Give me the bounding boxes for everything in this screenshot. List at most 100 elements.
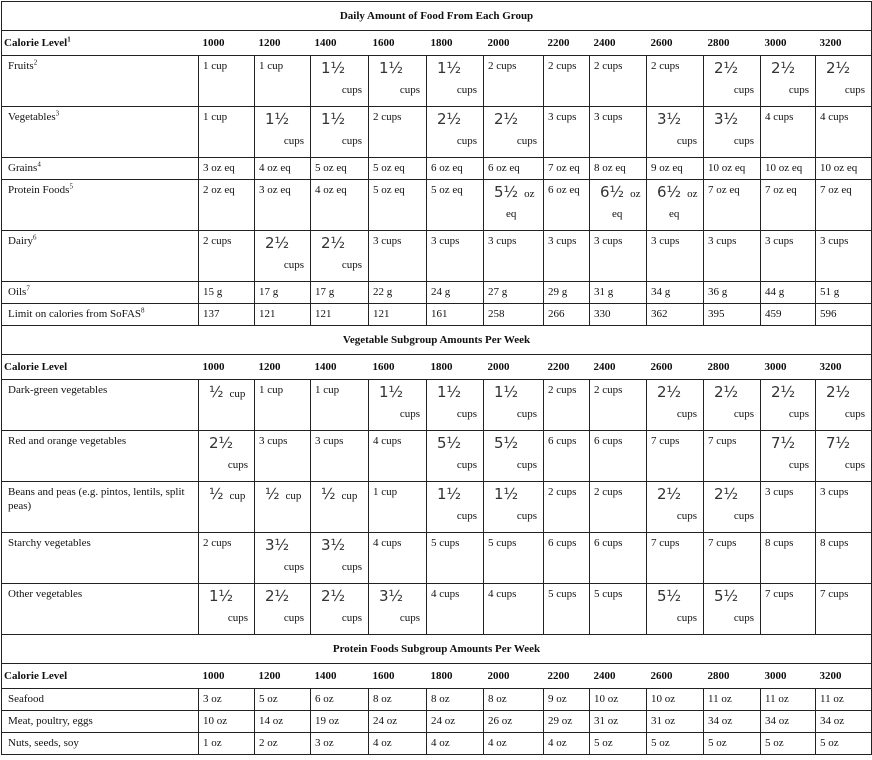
- cell-value: 24 oz: [431, 715, 456, 727]
- cell-unit: cups: [733, 612, 754, 624]
- cell-value: 6 oz: [315, 693, 334, 705]
- table-cell: 3 cups: [814, 481, 872, 533]
- table-cell: 11 oz: [760, 688, 816, 711]
- table-cell: 5 oz: [703, 732, 761, 755]
- table-cell: 2½ cups: [814, 55, 872, 107]
- table-cell: 3 cups: [589, 230, 647, 282]
- cell-fraction: 3½: [657, 110, 682, 128]
- cell-fraction: 5½: [494, 183, 519, 201]
- cell-unit: cups: [788, 84, 809, 96]
- cell-value: 4 oz: [548, 737, 567, 749]
- cell-fraction: 2½: [437, 110, 462, 128]
- table-cell: 3 cups: [589, 106, 647, 158]
- table-cell: 10 oz eq: [760, 157, 816, 180]
- cell-fraction: 1½: [494, 485, 519, 503]
- calorie-level-header: 1600: [368, 663, 427, 689]
- cell-unit: cups: [227, 459, 248, 471]
- cell-value: 10 oz eq: [765, 162, 803, 174]
- cell-fraction: 3½: [321, 536, 346, 554]
- cell-unit: cups: [788, 459, 809, 471]
- cell-value: 3 oz eq: [203, 162, 235, 174]
- cell-value: 121: [259, 308, 276, 320]
- cell-value: 3 cups: [548, 111, 577, 123]
- table-cell: 7 cups: [814, 583, 872, 635]
- table-cell: 2 cups: [368, 106, 427, 158]
- cell-fraction: 7½: [771, 434, 796, 452]
- cell-value: 5 oz eq: [373, 184, 405, 196]
- row-label-text: Limit on calories from SoFAS: [8, 308, 142, 320]
- table-cell: 10 oz eq: [814, 157, 872, 180]
- row-label: Red and orange vegetables: [1, 430, 199, 482]
- calorie-level-header: 1600: [368, 30, 427, 56]
- cell-value: 3 cups: [431, 235, 460, 247]
- cell-value: 4 cups: [373, 537, 402, 549]
- cell-value: 5 cups: [548, 588, 577, 600]
- cell-value: 121: [373, 308, 390, 320]
- calorie-level-header: 1200: [254, 30, 311, 56]
- calorie-level-header: 1200: [254, 354, 311, 380]
- cell-value: 4 oz eq: [259, 162, 291, 174]
- cell-value: 27 g: [488, 286, 508, 298]
- calorie-level-header: 2800: [703, 663, 761, 689]
- cell-fraction: 2½: [657, 485, 682, 503]
- cell-value: 22 g: [373, 286, 393, 298]
- cell-value: 6 cups: [548, 537, 577, 549]
- cell-fraction: 7½: [826, 434, 851, 452]
- table-cell: 3 cups: [543, 106, 590, 158]
- table-cell: 4 cups: [426, 583, 484, 635]
- table-cell: 6 cups: [543, 430, 590, 482]
- cell-unit: cups: [283, 612, 304, 624]
- table-cell: 121: [310, 303, 369, 326]
- cell-value: 31 oz: [651, 715, 676, 727]
- cell-value: 6 oz eq: [548, 184, 580, 196]
- cell-fraction: 2½: [714, 59, 739, 77]
- calorie-level-header: 2000: [483, 30, 544, 56]
- cell-unit: cups: [844, 84, 866, 96]
- footnote-marker: 6: [33, 233, 37, 242]
- calorie-level-header: 1000: [198, 354, 255, 380]
- calorie-level-label: Calorie Level: [1, 354, 199, 380]
- table-cell: 6 oz eq: [483, 157, 544, 180]
- cell-unit: cups: [456, 84, 477, 96]
- cell-value: 34 oz: [820, 715, 845, 727]
- cell-value: 17 g: [315, 286, 335, 298]
- table-cell: 3 cups: [760, 230, 816, 282]
- cell-value: 2 cups: [548, 486, 577, 498]
- table-cell: 7 cups: [760, 583, 816, 635]
- table-cell: 1½ cups: [426, 481, 484, 533]
- footnote-marker: 4: [37, 160, 41, 169]
- cell-value: 3 oz: [203, 693, 222, 705]
- cell-value: 3 cups: [765, 486, 794, 498]
- table-cell: 161: [426, 303, 484, 326]
- table-cell: 2½ cups: [646, 481, 704, 533]
- table-cell: 1½ cups: [483, 481, 544, 533]
- table-cell: 1½ cups: [483, 379, 544, 431]
- cell-value: 6 cups: [594, 435, 623, 447]
- table-row: Red and orange vegetables 2½ cups 3 cups 3 c…: [1, 430, 872, 482]
- calorie-level-header: 2800: [703, 354, 761, 380]
- row-label-text: Beans and peas (e.g. pintos, lentils, sp…: [8, 486, 185, 512]
- cell-value: 2 cups: [651, 60, 680, 72]
- table-row: Limit on calories from SoFAS8 137 121 121 12…: [1, 303, 872, 326]
- cell-unit: cups: [844, 459, 866, 471]
- table-row: Meat, poultry, eggs 10 oz 14 oz 19 oz 24 oz 2…: [1, 710, 872, 733]
- table-cell: 5 oz eq: [368, 157, 427, 180]
- cell-value: 24 oz: [373, 715, 398, 727]
- table-cell: 1½ cups: [426, 55, 484, 107]
- cell-value: 29 oz: [548, 715, 573, 727]
- table-row: Dairy6 2 cups 2½ cups 2½ cups 3 cups 3 cups 3 cu…: [1, 230, 872, 282]
- cell-fraction: 3½: [379, 587, 404, 605]
- section-title: Daily Amount of Food From Each Group: [0, 1, 872, 31]
- cell-unit: cups: [733, 84, 754, 96]
- section-title-row: Vegetable Subgroup Amounts Per Week: [0, 325, 872, 355]
- cell-unit: cups: [399, 408, 420, 420]
- cell-value: 8 cups: [820, 537, 849, 549]
- table-cell: 2½ cups: [310, 230, 369, 282]
- cell-value: 266: [548, 308, 565, 320]
- table-cell: 2½ cups: [310, 583, 369, 635]
- cell-unit: cups: [283, 135, 304, 147]
- cell-unit: cup: [341, 490, 358, 502]
- cell-value: 330: [594, 308, 611, 320]
- calorie-level-header-row: Calorie Level 1000 1200 1400 1600 1800 2000 220…: [1, 663, 872, 689]
- cell-fraction: 2½: [209, 434, 234, 452]
